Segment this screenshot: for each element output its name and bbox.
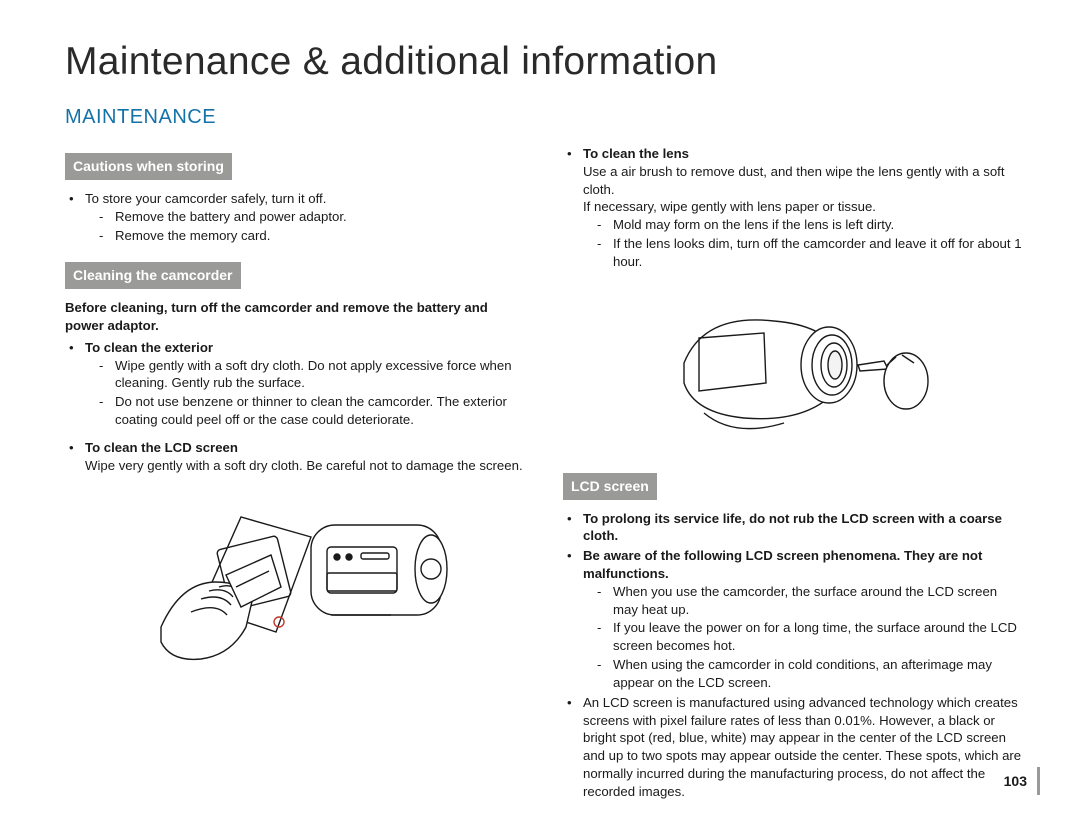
right-column: To clean the lens Use a air brush to rem…	[563, 145, 1025, 811]
cautions-bullet: To store your camcorder safely, turn it …	[65, 190, 527, 244]
lcd-sub-2: When using the camcorder in cold conditi…	[583, 656, 1025, 692]
clean-ext-sub-0: Wipe gently with a soft dry cloth. Do no…	[85, 357, 527, 393]
page-number: 103	[1004, 767, 1040, 795]
clean-lens-text: Use a air brush to remove dust, and then…	[583, 164, 1005, 197]
lcd-sub-1: If you leave the power on for a long tim…	[583, 619, 1025, 655]
clean-lens-text2: If necessary, wipe gently with lens pape…	[583, 199, 876, 214]
camcorder-wipe-illustration	[131, 487, 461, 677]
clean-lcd: To clean the LCD screen Wipe very gently…	[65, 439, 527, 475]
lcd-heading: LCD screen	[563, 473, 657, 500]
page-title: Maintenance & additional information	[65, 40, 1025, 84]
clean-lcd-text: Wipe very gently with a soft dry cloth. …	[85, 458, 523, 473]
cautions-sub-0: Remove the battery and power adaptor.	[85, 208, 527, 226]
clean-lens: To clean the lens Use a air brush to rem…	[563, 145, 1025, 271]
cleaning-intro: Before cleaning, turn off the camcorder …	[65, 299, 527, 335]
clean-lens-sub-0: Mold may form on the lens if the lens is…	[583, 216, 1025, 234]
clean-lens-sub-1: If the lens looks dim, turn off the camc…	[583, 235, 1025, 271]
lcd-last: An LCD screen is manufactured using adva…	[563, 694, 1025, 801]
content-columns: Cautions when storing To store your camc…	[65, 145, 1025, 811]
lcd-bold-1: To prolong its service life, do not rub …	[563, 510, 1025, 546]
lcd-bold-2: Be aware of the following LCD screen phe…	[563, 547, 1025, 692]
cautions-heading: Cautions when storing	[65, 153, 232, 180]
section-title: MAINTENANCE	[65, 106, 1025, 129]
lcd-sub-0: When you use the camcorder, the surface …	[583, 583, 1025, 619]
clean-ext-sub-1: Do not use benzene or thinner to clean t…	[85, 393, 527, 429]
camcorder-lens-illustration	[644, 283, 944, 453]
clean-exterior: To clean the exterior Wipe gently with a…	[65, 339, 527, 429]
left-column: Cautions when storing To store your camc…	[65, 145, 527, 811]
cautions-sub-1: Remove the memory card.	[85, 227, 527, 245]
cleaning-heading: Cleaning the camcorder	[65, 262, 241, 289]
